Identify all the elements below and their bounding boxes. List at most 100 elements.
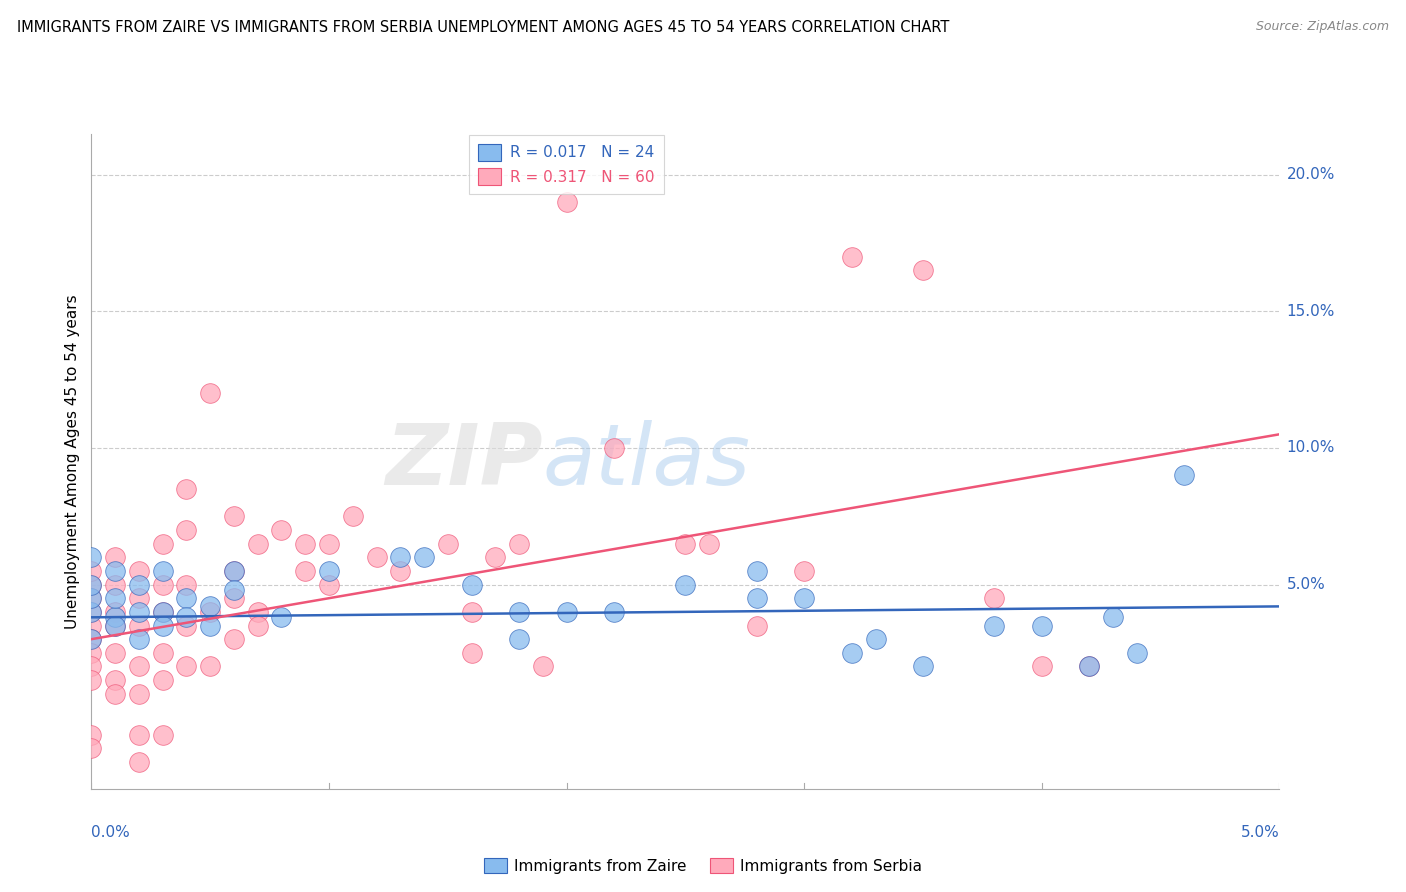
Point [270, 610, 292, 624]
Text: 5.0%: 5.0% [1240, 825, 1279, 840]
Point [246, 536, 269, 550]
Point [508, 536, 530, 550]
Point [603, 441, 626, 455]
Point [484, 550, 506, 565]
Point [318, 564, 340, 578]
Text: ZIP: ZIP [385, 420, 543, 503]
Text: IMMIGRANTS FROM ZAIRE VS IMMIGRANTS FROM SERBIA UNEMPLOYMENT AMONG AGES 45 TO 54: IMMIGRANTS FROM ZAIRE VS IMMIGRANTS FROM… [17, 20, 949, 35]
Point [911, 659, 934, 673]
Point [80, 741, 103, 756]
Point [80, 646, 103, 660]
Point [389, 550, 412, 565]
Point [104, 550, 127, 565]
Point [222, 582, 245, 597]
Point [176, 618, 198, 632]
Point [128, 591, 150, 606]
Point [128, 687, 150, 701]
Point [460, 605, 482, 619]
Point [176, 659, 198, 673]
Point [1031, 618, 1053, 632]
Point [294, 564, 316, 578]
Point [152, 646, 174, 660]
Point [841, 646, 863, 660]
Point [200, 605, 222, 619]
Point [80, 605, 103, 619]
Point [104, 610, 127, 624]
Point [1031, 659, 1053, 673]
Point [128, 632, 150, 647]
Point [222, 591, 245, 606]
Text: 20.0%: 20.0% [1286, 168, 1334, 182]
Point [80, 659, 103, 673]
Point [176, 591, 198, 606]
Point [246, 605, 269, 619]
Point [389, 564, 412, 578]
Point [983, 591, 1005, 606]
Point [128, 728, 150, 742]
Point [104, 673, 127, 687]
Point [80, 632, 103, 647]
Point [1078, 659, 1101, 673]
Point [152, 673, 174, 687]
Point [80, 618, 103, 632]
Point [246, 618, 269, 632]
Point [128, 605, 150, 619]
Point [222, 509, 245, 524]
Text: Source: ZipAtlas.com: Source: ZipAtlas.com [1256, 20, 1389, 33]
Point [104, 618, 127, 632]
Point [176, 523, 198, 537]
Point [911, 263, 934, 277]
Point [128, 577, 150, 591]
Point [104, 577, 127, 591]
Legend: R = 0.017   N = 24, R = 0.317   N = 60: R = 0.017 N = 24, R = 0.317 N = 60 [470, 135, 664, 194]
Point [222, 632, 245, 647]
Point [555, 605, 578, 619]
Point [104, 605, 127, 619]
Point [104, 591, 127, 606]
Point [104, 618, 127, 632]
Point [222, 564, 245, 578]
Point [200, 386, 222, 401]
Point [152, 618, 174, 632]
Point [128, 755, 150, 769]
Point [128, 659, 150, 673]
Point [603, 605, 626, 619]
Point [176, 482, 198, 496]
Point [865, 632, 887, 647]
Point [1078, 659, 1101, 673]
Point [673, 577, 696, 591]
Point [793, 564, 815, 578]
Point [841, 250, 863, 264]
Y-axis label: Unemployment Among Ages 45 to 54 years: Unemployment Among Ages 45 to 54 years [65, 294, 80, 629]
Point [176, 577, 198, 591]
Point [318, 577, 340, 591]
Point [200, 599, 222, 614]
Text: 15.0%: 15.0% [1286, 304, 1334, 318]
Point [80, 673, 103, 687]
Point [152, 536, 174, 550]
Point [222, 564, 245, 578]
Text: 5.0%: 5.0% [1286, 577, 1326, 592]
Text: 10.0%: 10.0% [1286, 441, 1334, 456]
Point [983, 618, 1005, 632]
Point [366, 550, 388, 565]
Point [745, 618, 768, 632]
Point [80, 577, 103, 591]
Point [152, 605, 174, 619]
Point [104, 564, 127, 578]
Point [80, 728, 103, 742]
Point [294, 536, 316, 550]
Point [152, 577, 174, 591]
Point [176, 610, 198, 624]
Point [128, 564, 150, 578]
Point [793, 591, 815, 606]
Point [508, 632, 530, 647]
Point [152, 605, 174, 619]
Point [673, 536, 696, 550]
Point [104, 687, 127, 701]
Point [270, 523, 292, 537]
Point [531, 659, 554, 673]
Point [200, 659, 222, 673]
Text: 0.0%: 0.0% [91, 825, 131, 840]
Point [1173, 468, 1195, 483]
